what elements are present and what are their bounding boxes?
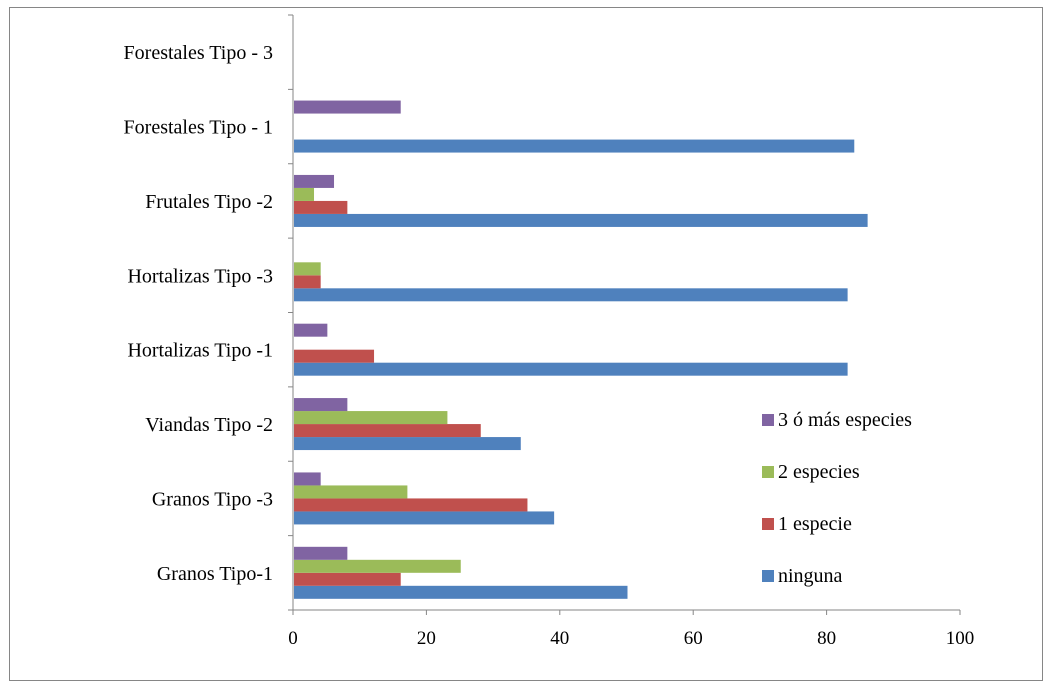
legend-label-3-o-mas-especies: 3 ó más especies (778, 409, 912, 431)
bars (294, 100, 868, 599)
x-tick-label: 0 (288, 628, 298, 649)
legend-label-2-especies: 2 especies (778, 461, 860, 483)
x-tick-label: 20 (417, 628, 436, 649)
bar-ninguna-granos-tipo-3 (294, 511, 555, 525)
category-label-forestales-tipo-1: Forestales Tipo - 1 (124, 117, 273, 139)
category-labels: Granos Tipo-1 Granos Tipo -3 Viandas Tipo … (124, 42, 273, 585)
bar-3-o-mas-especies-forestales-tipo-1 (294, 100, 401, 114)
bar-1-especie-frutales-tipo-2 (294, 200, 348, 214)
bar-1-especie-hortalizas-tipo-1 (294, 349, 375, 363)
category-label-granos-tipo-3: Granos Tipo -3 (152, 488, 273, 510)
bar-2-especies-hortalizas-tipo-3 (294, 262, 321, 276)
bar-3-o-mas-especies-granos-tipo-3 (294, 472, 321, 486)
bar-ninguna-hortalizas-tipo-1 (294, 362, 848, 376)
category-label-granos-tipo-1: Granos Tipo-1 (157, 563, 273, 585)
x-tick-label: 80 (817, 628, 836, 649)
bar-3-o-mas-especies-hortalizas-tipo-1 (294, 323, 328, 337)
bar-chart: Granos Tipo-1 Granos Tipo -3 Viandas Tipo … (124, 14, 974, 649)
legend-label-1-especie: 1 especie (778, 513, 852, 535)
bar-1-especie-hortalizas-tipo-3 (294, 275, 321, 289)
legend-label-ninguna: ninguna (778, 565, 843, 587)
bar-2-especies-viandas-tipo-2 (294, 411, 448, 425)
x-tick-label: 40 (550, 628, 569, 649)
bar-2-especies-frutales-tipo-2 (294, 187, 315, 201)
bar-ninguna-frutales-tipo-2 (294, 213, 868, 227)
bar-3-o-mas-especies-viandas-tipo-2 (294, 398, 348, 412)
category-label-hortalizas-tipo-1: Hortalizas Tipo -1 (127, 340, 273, 362)
bar-2-especies-granos-tipo-3 (294, 485, 408, 499)
bar-1-especie-viandas-tipo-2 (294, 424, 481, 438)
legend-swatch-2-especies (762, 466, 774, 478)
bar-ninguna-hortalizas-tipo-3 (294, 288, 848, 302)
axes (288, 14, 961, 615)
bar-1-especie-granos-tipo-3 (294, 498, 528, 512)
bar-3-o-mas-especies-granos-tipo-1 (294, 546, 348, 560)
legend-swatch-1-especie (762, 518, 774, 530)
bar-ninguna-granos-tipo-1 (294, 585, 628, 599)
x-tick-label: 60 (684, 628, 703, 649)
bar-1-especie-granos-tipo-1 (294, 572, 401, 586)
x-tick-labels: 0 20 40 60 80 100 (288, 628, 974, 649)
chart-area: Granos Tipo-1 Granos Tipo -3 Viandas Tipo … (9, 7, 1043, 681)
legend: 3 ó más especies 2 especies 1 especie ningu… (762, 409, 912, 587)
category-label-forestales-tipo-3: Forestales Tipo - 3 (124, 42, 273, 64)
category-label-viandas-tipo-2: Viandas Tipo -2 (145, 414, 273, 436)
bar-2-especies-granos-tipo-1 (294, 559, 461, 573)
x-tick-label: 100 (946, 628, 975, 649)
category-label-frutales-tipo-2: Frutales Tipo -2 (145, 191, 273, 213)
bar-ninguna-forestales-tipo-1 (294, 139, 855, 153)
category-label-hortalizas-tipo-3: Hortalizas Tipo -3 (127, 265, 273, 287)
bar-3-o-mas-especies-frutales-tipo-2 (294, 174, 335, 188)
bar-ninguna-viandas-tipo-2 (294, 437, 521, 451)
legend-swatch-ninguna (762, 570, 774, 582)
legend-swatch-3-o-mas-especies (762, 414, 774, 426)
